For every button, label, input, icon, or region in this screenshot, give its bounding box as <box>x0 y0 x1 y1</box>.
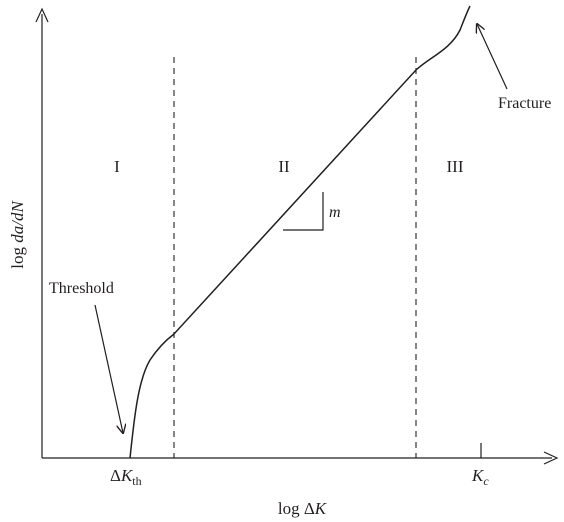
k-c-label: Kc <box>471 466 489 488</box>
slope-triangle <box>283 192 324 231</box>
fracture-label: Fracture <box>498 95 551 112</box>
region-label-3: III <box>447 157 464 176</box>
slope-label: m <box>329 204 341 221</box>
y-axis-arrowhead <box>35 7 49 23</box>
crack-growth-curve <box>129 5 471 459</box>
threshold-arrow <box>94 304 123 433</box>
y-axis-label: log da/dN <box>8 200 27 269</box>
x-axis-arrowhead <box>543 451 559 465</box>
region-label-1: I <box>114 157 120 176</box>
delta-k-th-label: ΔKth <box>110 466 142 488</box>
region-label-2: II <box>278 157 290 176</box>
fracture-arrow <box>477 24 508 90</box>
x-axis-label: log ΔK <box>278 499 328 518</box>
threshold-label: Threshold <box>49 280 114 297</box>
